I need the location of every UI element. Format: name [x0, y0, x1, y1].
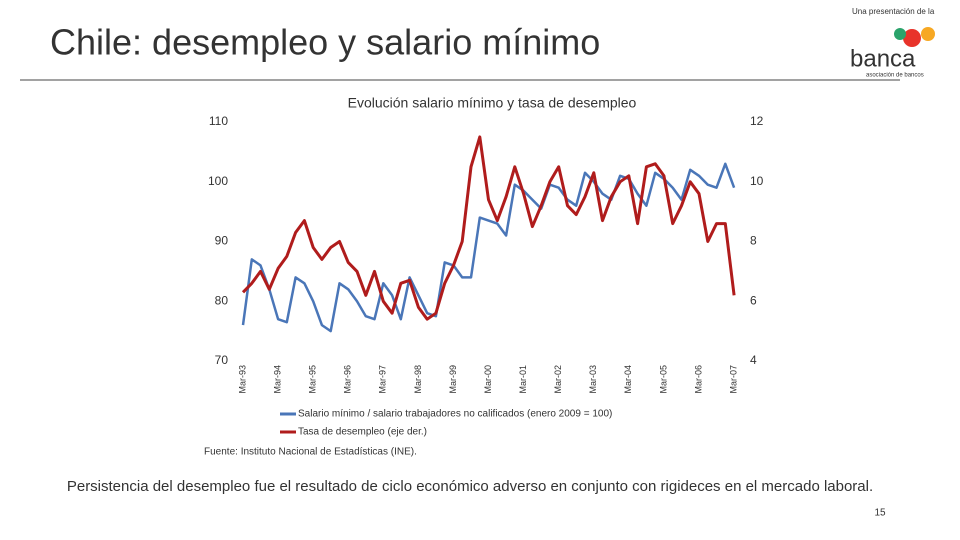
page-number: 15: [874, 508, 886, 519]
logo-sub: asociación de bancos: [866, 73, 924, 79]
x-tick-label: Mar-03: [588, 365, 598, 394]
legend-label: Tasa de desempleo (eje der.): [298, 427, 427, 438]
chart-title: Evolución salario mínimo y tasa de desem…: [348, 95, 637, 111]
x-tick-label: Mar-95: [308, 365, 318, 394]
series-line: [241, 162, 736, 333]
x-tick-label: Mar-01: [518, 365, 528, 394]
conclusion: Persistencia del desempleo fue el result…: [67, 478, 873, 495]
logo-shape: [903, 29, 921, 47]
x-tick-label: Mar-98: [413, 365, 423, 394]
y-tick-label: 70: [215, 353, 229, 367]
logo-shape: [921, 27, 935, 41]
legend-label: Salario mínimo / salario trabajadores no…: [298, 409, 612, 420]
y2-tick-label: 4: [750, 353, 757, 367]
logo-shape: [894, 28, 906, 40]
slide-title: Chile: desempleo y salario mínimo: [50, 22, 600, 63]
x-tick-label: Mar-93: [237, 365, 247, 394]
logo-name: banca: [850, 45, 916, 72]
x-tick-label: Mar-04: [623, 365, 633, 394]
logo-top: Una presentación de la: [852, 7, 935, 16]
logo: Una presentación de la banca asociación …: [850, 7, 935, 79]
x-tick-label: Mar-99: [448, 365, 458, 394]
y-tick-label: 80: [215, 293, 229, 307]
x-tick-label: Mar-97: [378, 365, 388, 394]
x-tick-label: Mar-96: [343, 365, 353, 394]
x-tick-label: Mar-02: [553, 365, 563, 394]
y-tick-label: 110: [209, 114, 228, 128]
y2-tick-label: 8: [750, 234, 757, 248]
x-tick-label: Mar-00: [483, 365, 493, 394]
series-line: [241, 135, 736, 321]
y2-tick-label: 12: [750, 114, 764, 128]
x-tick-label: Mar-06: [693, 365, 703, 394]
x-tick-label: Mar-07: [728, 365, 738, 394]
y-tick-label: 100: [208, 174, 228, 188]
y2-tick-label: 10: [750, 174, 764, 188]
y-tick-label: 90: [215, 234, 229, 248]
x-tick-label: Mar-05: [658, 365, 668, 394]
x-tick-label: Mar-94: [272, 365, 282, 394]
chart-source: Fuente: Instituto Nacional de Estadístic…: [204, 447, 417, 458]
y2-tick-label: 6: [750, 293, 757, 307]
